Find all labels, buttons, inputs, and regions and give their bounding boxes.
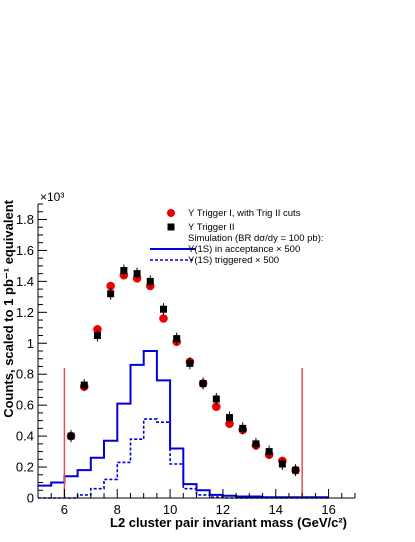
y-multiplier-label: ×10³ — [40, 190, 64, 204]
trigger-1-point — [106, 281, 115, 291]
y-axis-label: Counts, scaled to 1 pb⁻¹ equivalent — [1, 199, 16, 417]
trigger-2-point — [212, 395, 220, 403]
trigger-2-point — [120, 267, 128, 275]
x-tick-label: 8 — [114, 502, 121, 517]
trigger-2-point — [80, 381, 88, 389]
trigger-2-point — [252, 440, 260, 448]
legend-entry-simulation: Simulation (BR dσ/dy = 100 pb): — [188, 233, 324, 244]
trigger-2-point — [239, 424, 247, 432]
legend-entry-triggered: Υ(1S) triggered × 500 — [188, 255, 279, 266]
legend-entry-trigger-1: Υ Trigger I, with Trig II cuts — [188, 208, 301, 219]
y-tick-label: 0.4 — [16, 429, 34, 444]
y-tick-label: 0.6 — [16, 398, 34, 413]
trigger-2-point — [265, 448, 273, 456]
trigger-2-point — [186, 359, 194, 367]
y-tick-label: 0.2 — [16, 460, 34, 475]
trigger-2-point — [93, 332, 101, 340]
trigger-2-point — [159, 305, 167, 313]
trigger-1-point — [212, 402, 221, 412]
y-tick-label: 1 — [27, 336, 34, 351]
y-tick-label: 1.4 — [16, 274, 34, 289]
x-tick-label: 12 — [216, 502, 230, 517]
trigger-1-point — [225, 419, 234, 429]
histogram-acceptance — [38, 350, 329, 499]
x-tick-label: 14 — [269, 502, 283, 517]
y-tick-label: 1.8 — [16, 212, 34, 227]
x-axis-label: L2 cluster pair invariant mass (GeV/c²) — [110, 515, 347, 530]
trigger-2-point — [226, 414, 234, 422]
x-tick-label: 6 — [61, 502, 68, 517]
trigger-2-point — [292, 466, 300, 474]
trigger-2-point — [173, 335, 181, 343]
trigger-1-point — [93, 325, 102, 334]
trigger-2-point — [146, 277, 154, 285]
y-tick-label: 1.2 — [16, 305, 34, 320]
y-tick-label: 0.8 — [16, 367, 34, 382]
x-tick-label: 10 — [163, 502, 177, 517]
trigger-2-point — [199, 379, 207, 387]
trigger-2-point — [67, 432, 75, 440]
legend-trigger-2-marker — [167, 223, 175, 231]
trigger-2-point — [278, 460, 286, 468]
trigger-1-point — [159, 314, 168, 323]
legend-entry-acceptance: Υ(1S) in acceptance × 500 — [188, 244, 300, 255]
trigger-2-point — [107, 290, 115, 298]
legend-trigger-1-marker — [167, 209, 175, 217]
legend-entry-trigger-2: Υ Trigger II — [188, 222, 234, 233]
trigger-2-point — [133, 270, 141, 278]
y-tick-label: 1.6 — [16, 243, 34, 258]
histogram-triggered — [38, 418, 329, 499]
y-tick-label: 0 — [27, 491, 34, 506]
x-tick-label: 16 — [321, 502, 335, 517]
